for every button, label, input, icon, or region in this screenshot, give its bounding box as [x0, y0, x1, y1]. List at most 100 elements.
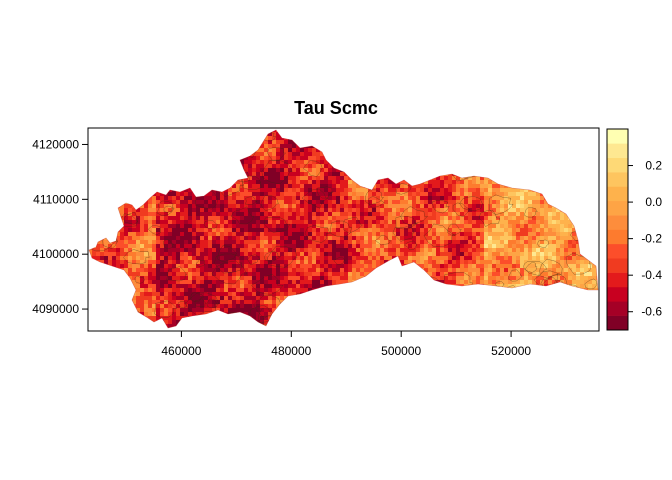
- raster-cell: [280, 152, 285, 157]
- raster-cell: [452, 148, 457, 153]
- raster-cell: [408, 244, 413, 249]
- raster-cell: [244, 130, 249, 133]
- raster-cell: [188, 148, 193, 153]
- raster-cell: [400, 136, 405, 141]
- raster-cell: [536, 272, 541, 277]
- raster-cell: [540, 204, 545, 209]
- raster-cell: [288, 260, 293, 265]
- raster-cell: [112, 232, 117, 237]
- raster-cell: [336, 224, 341, 229]
- raster-cell: [172, 132, 177, 137]
- raster-cell: [140, 196, 145, 201]
- raster-cell: [144, 272, 149, 277]
- raster-cell: [536, 164, 541, 169]
- raster-cell: [304, 172, 309, 177]
- raster-cell: [212, 192, 217, 197]
- raster-cell: [424, 130, 429, 133]
- raster-cell: [136, 130, 141, 133]
- raster-cell: [124, 184, 129, 189]
- raster-cell: [444, 220, 449, 225]
- raster-cell: [264, 256, 269, 261]
- raster-cell: [588, 272, 593, 277]
- raster-cell: [260, 144, 265, 149]
- raster-cell: [128, 240, 133, 245]
- raster-cell: [516, 132, 521, 137]
- raster-cell: [420, 220, 425, 225]
- raster-cell: [520, 140, 525, 145]
- raster-cell: [408, 228, 413, 233]
- raster-cell: [268, 276, 273, 281]
- raster-cell: [276, 276, 281, 281]
- raster-cell: [496, 260, 501, 265]
- raster-cell: [416, 268, 421, 273]
- raster-cell: [480, 136, 485, 141]
- raster-cell: [100, 248, 105, 253]
- raster-cell: [132, 144, 137, 149]
- raster-cell: [312, 216, 317, 221]
- raster-cell: [132, 168, 137, 173]
- raster-cell: [456, 160, 461, 165]
- raster-cell: [292, 256, 297, 261]
- raster-cell: [440, 212, 445, 217]
- raster-cell: [92, 272, 97, 277]
- raster-cell: [160, 232, 165, 237]
- raster-cell: [584, 136, 589, 141]
- raster-cell: [484, 184, 489, 189]
- raster-cell: [536, 264, 541, 269]
- raster-cell: [144, 140, 149, 145]
- raster-cell: [200, 144, 205, 149]
- raster-cell: [156, 272, 161, 277]
- raster-cell: [220, 172, 225, 177]
- raster-cell: [404, 180, 409, 185]
- raster-cell: [240, 240, 245, 245]
- raster-cell: [268, 268, 273, 273]
- raster-cell: [496, 204, 501, 209]
- raster-cell: [348, 252, 353, 257]
- raster-cell: [324, 200, 329, 205]
- raster-cell: [332, 196, 337, 201]
- raster-cell: [304, 168, 309, 173]
- raster-cell: [476, 256, 481, 261]
- raster-cell: [468, 228, 473, 233]
- raster-cell: [112, 140, 117, 145]
- raster-cell: [128, 148, 133, 153]
- raster-cell: [392, 192, 397, 197]
- raster-cell: [176, 220, 181, 225]
- raster-cell: [540, 256, 545, 261]
- raster-cell: [248, 204, 253, 209]
- raster-cell: [292, 236, 297, 241]
- raster-cell: [520, 172, 525, 177]
- raster-cell: [152, 276, 157, 281]
- raster-cell: [356, 156, 361, 161]
- raster-cell: [324, 244, 329, 249]
- raster-cell: [296, 168, 301, 173]
- raster-cell: [552, 196, 557, 201]
- raster-cell: [284, 280, 289, 285]
- raster-cell: [392, 240, 397, 245]
- raster-cell: [560, 224, 565, 229]
- raster-cell: [420, 236, 425, 241]
- raster-cell: [428, 188, 433, 193]
- raster-cell: [260, 276, 265, 281]
- raster-cell: [412, 192, 417, 197]
- raster-cell: [492, 240, 497, 245]
- raster-cell: [168, 168, 173, 173]
- raster-cell: [168, 260, 173, 265]
- raster-cell: [212, 208, 217, 213]
- raster-cell: [548, 208, 553, 213]
- raster-cell: [344, 236, 349, 241]
- raster-cell: [92, 196, 97, 201]
- raster-cell: [452, 236, 457, 241]
- raster-cell: [464, 268, 469, 273]
- raster-cell: [332, 176, 337, 181]
- raster-cell: [308, 156, 313, 161]
- raster-cell: [344, 244, 349, 249]
- raster-cell: [216, 228, 221, 233]
- raster-cell: [152, 248, 157, 253]
- raster-cell: [456, 232, 461, 237]
- raster-cell: [560, 212, 565, 217]
- raster-cell: [116, 132, 121, 137]
- raster-cell: [89, 148, 93, 153]
- raster-cell: [140, 176, 145, 181]
- raster-cell: [452, 212, 457, 217]
